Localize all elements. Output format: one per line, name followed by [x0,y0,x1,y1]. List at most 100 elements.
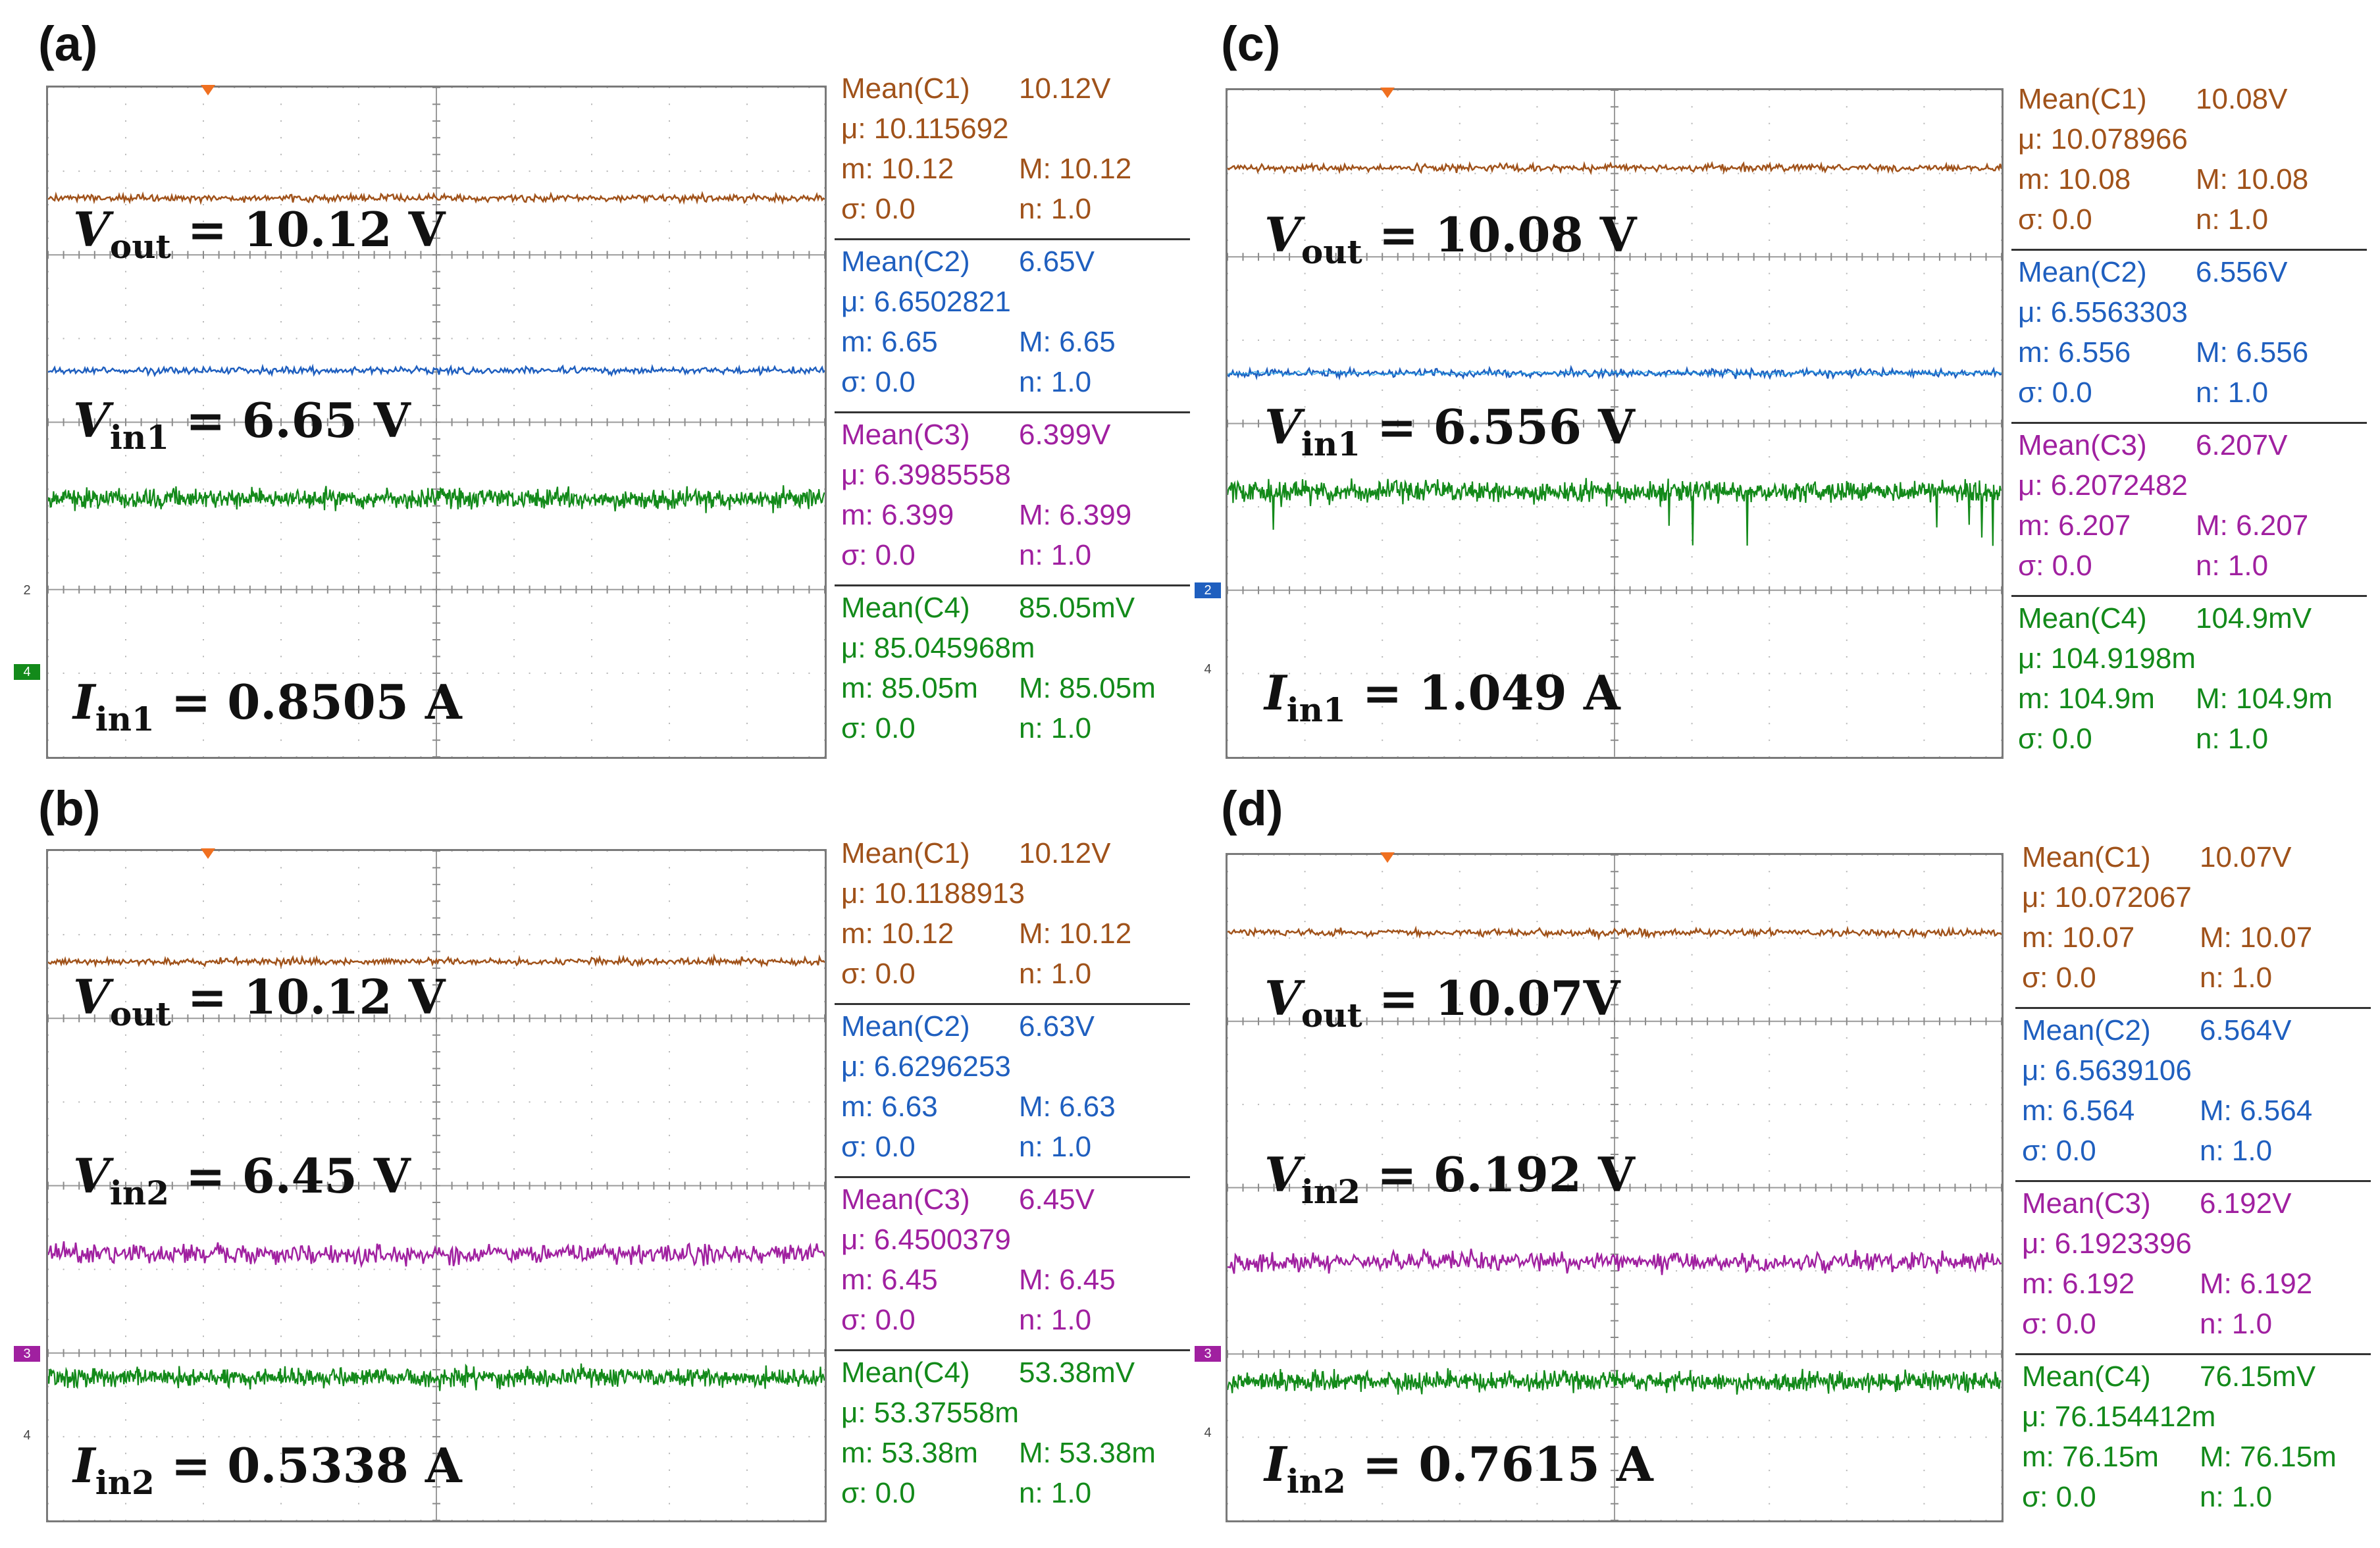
grid-dot [109,934,111,936]
grid-dot [1536,1486,1538,1488]
grid-dot [1443,506,1445,508]
grid-dot [1722,1436,1724,1438]
grid-dot [1876,673,1878,675]
scope-grid [1228,90,2002,757]
grid-dot [1969,937,1971,939]
grid-dot [746,1403,748,1405]
grid-dot [125,170,126,172]
grid-dot [653,851,655,852]
grid-dot [48,656,49,658]
grid-dot [2001,623,2002,625]
grid-dot [2001,239,2002,241]
grid-dot [1660,506,1662,508]
grid-dot [1536,306,1538,308]
grid-dot [203,689,204,691]
grid-dot [1459,106,1461,108]
measurement-row: m: 6.45 M: 6.45 [835,1260,1190,1300]
grid-dot [280,488,282,490]
grid-dot [280,555,282,557]
grid-dot [265,756,267,757]
grid-dot [1366,339,1368,341]
grid-dot [358,120,359,122]
measurement-row: Mean(C3) 6.207V [2011,425,2367,465]
grid-dot [824,522,825,524]
grid-dot [591,1302,592,1304]
grid-dot [358,170,359,172]
grid-dot [2001,1137,2002,1139]
grid-dot [311,1101,313,1103]
grid-dot [606,672,608,674]
grid-dot [2001,987,2002,989]
grid-dot [1691,987,1693,989]
measurement-row: σ: 0.0 n: 1.0 [2011,373,2367,413]
grid-dot [1660,673,1662,675]
measurement-m: m: 6.65 [841,326,938,358]
grid-dot [575,170,577,172]
grid-dot [1335,937,1337,939]
grid-dot [404,756,406,757]
grid-dot [746,522,748,524]
grid-dot [280,622,282,624]
grid-dot [125,917,126,919]
grid-dot [2001,289,2002,291]
grid-dot [1707,673,1709,675]
grid-dot [1769,1004,1771,1006]
grid-dot [1536,106,1538,108]
grid-dot [731,1435,733,1437]
grid-dot [1320,1270,1322,1272]
grid-dot [1846,606,1848,608]
grid-dot [1459,656,1461,658]
grid-dot [203,471,204,473]
grid-dot [1258,90,1260,91]
grid-dot [1551,339,1553,341]
grid-dot [513,950,515,952]
grid-dot [1846,573,1848,575]
vin-equation: Vin2 = 6.45 V [73,1152,411,1210]
measurement-mu: μ: 85.045968m [841,632,1035,664]
grid-dot [48,388,49,390]
grid-dot [280,1318,282,1320]
grid-dot [1769,1070,1771,1072]
grid-dot [1320,90,1322,91]
grid-dot [63,1101,65,1103]
vin-equation: Vin2 = 6.192 V [1264,1151,1635,1208]
grid-dot [700,1101,702,1103]
grid-dot [1660,90,1662,91]
grid-dot [1846,206,1848,208]
grid-dot [1382,1336,1384,1338]
measurement-block-c2: Mean(C2) 6.63V μ: 6.6296253 m: 6.63 M: 6.63 σ… [835,1006,1190,1179]
grid-dot [187,338,189,340]
grid-dot [544,170,546,172]
grid-dot [513,522,515,524]
grid-dot [591,900,592,902]
grid-dot [1536,489,1538,491]
grid-dot [125,471,126,473]
measurement-row: μ: 6.6502821 [835,282,1190,322]
grid-dot [1938,1104,1940,1106]
grid-dot [203,438,204,440]
grid-dot [1846,1203,1848,1205]
grid-dot [1969,1104,1971,1106]
grid-dot [1645,673,1647,675]
grid-dot [746,1068,748,1070]
grid-dot [513,934,515,936]
measurement-M: M: 104.9m [2196,683,2333,715]
grid-dot [1443,1436,1445,1438]
grid-dot [669,288,670,290]
eq-value: = 10.08 V [1378,207,1637,263]
eq-value: = 0.5338 A [170,1437,462,1493]
measurement-m: m: 6.192 [2022,1268,2135,1300]
measurement-block-c2: Mean(C2) 6.65V μ: 6.6502821 m: 6.65 M: 6.65 σ… [835,242,1190,415]
grid-dot [1923,1220,1925,1222]
grid-dot [1907,172,1909,174]
grid-dot [1382,1054,1384,1056]
grid-dot [1691,1037,1693,1039]
grid-dot [1769,1320,1771,1322]
grid-dot [1923,1087,1925,1089]
grid-dot [203,505,204,507]
grid-dot [1304,122,1306,124]
measurement-row: μ: 10.072067 [2015,877,2371,917]
grid-dot [48,1369,49,1371]
grid-dot [1382,1436,1384,1438]
grid-dot [1489,506,1491,508]
